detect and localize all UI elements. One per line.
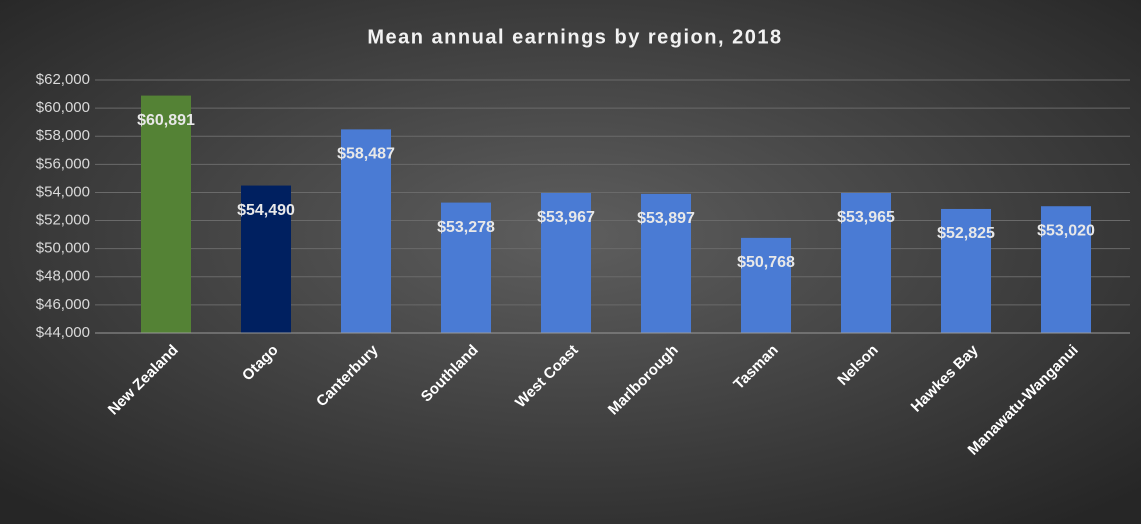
chart-title: Mean annual earnings by region, 2018	[367, 26, 782, 48]
y-tick-label: $46,000	[36, 296, 90, 313]
y-tick-label: $48,000	[36, 268, 90, 285]
value-label: $53,897	[637, 210, 695, 227]
bar	[341, 129, 391, 333]
value-label: $50,768	[737, 254, 795, 271]
bar	[141, 95, 191, 333]
bar	[241, 185, 291, 333]
value-label: $53,967	[537, 209, 595, 226]
y-tick-label: $54,000	[36, 183, 90, 200]
value-label: $53,965	[837, 209, 895, 226]
y-tick-label: $60,000	[36, 99, 90, 116]
y-tick-label: $62,000	[36, 71, 90, 88]
bar	[541, 192, 591, 333]
value-label: $52,825	[937, 225, 995, 242]
y-tick-label: $52,000	[36, 212, 90, 229]
bar	[641, 193, 691, 333]
y-tick-label: $56,000	[36, 155, 90, 172]
value-label: $53,020	[1037, 222, 1095, 239]
y-tick-label: $58,000	[36, 127, 90, 144]
value-label: $60,891	[137, 112, 195, 129]
value-label: $54,490	[237, 202, 295, 219]
bar	[841, 192, 891, 333]
y-tick-label: $50,000	[36, 240, 90, 257]
value-label: $58,487	[337, 146, 395, 163]
y-tick-label: $44,000	[36, 324, 90, 341]
bar	[741, 237, 791, 333]
value-label: $53,278	[437, 219, 495, 236]
bar	[441, 202, 491, 333]
bar	[941, 208, 991, 333]
bar	[1041, 206, 1091, 333]
